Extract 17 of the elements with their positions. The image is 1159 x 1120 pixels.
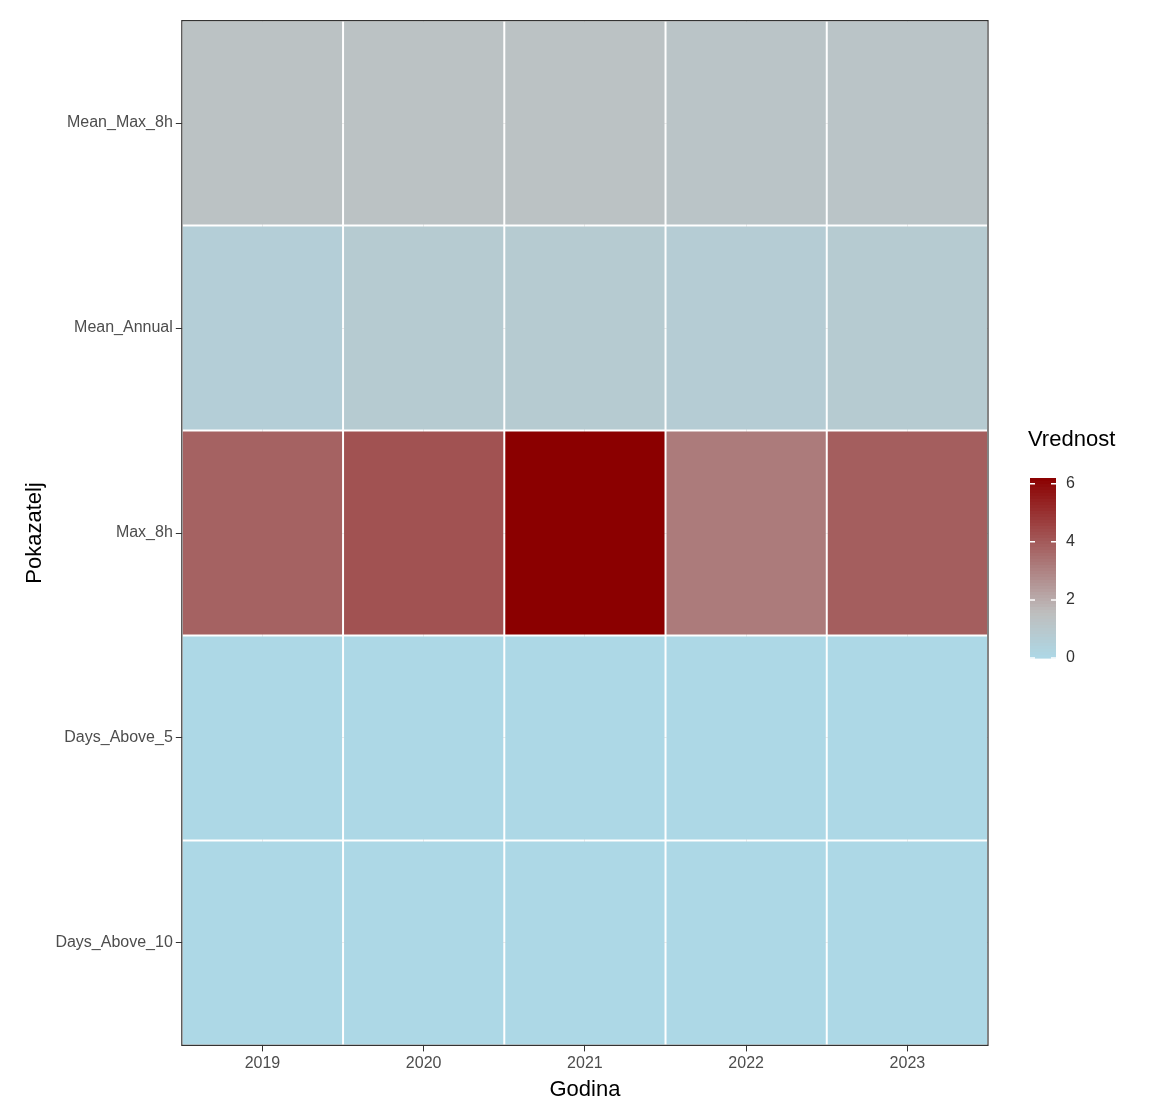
legend-title: Vrednost <box>1028 426 1116 451</box>
y-axis-title: Pokazatelj <box>21 482 47 584</box>
x-tick-label: 2021 <box>567 1054 603 1072</box>
color-bar-label: 6 <box>1066 474 1075 492</box>
y-tick-label: Days_Above_10 <box>55 933 173 952</box>
y-tick-label: Days_Above_5 <box>64 728 173 747</box>
x-axis-title: Godina <box>549 1075 622 1101</box>
color-bar-label: 2 <box>1066 590 1075 608</box>
x-tick-label: 2019 <box>244 1054 281 1072</box>
x-tick-label: 2022 <box>728 1054 765 1072</box>
y-tick-label: Mean_Max_8h <box>66 113 173 132</box>
y-tick-label: Mean_Annual <box>74 318 173 337</box>
color-bar-label: 4 <box>1066 532 1075 550</box>
x-tick-label: 2023 <box>889 1054 926 1072</box>
x-tick-label: 2020 <box>405 1054 442 1072</box>
y-tick-label: Max_8h <box>115 523 173 542</box>
color-bar-label: 0 <box>1066 648 1075 666</box>
